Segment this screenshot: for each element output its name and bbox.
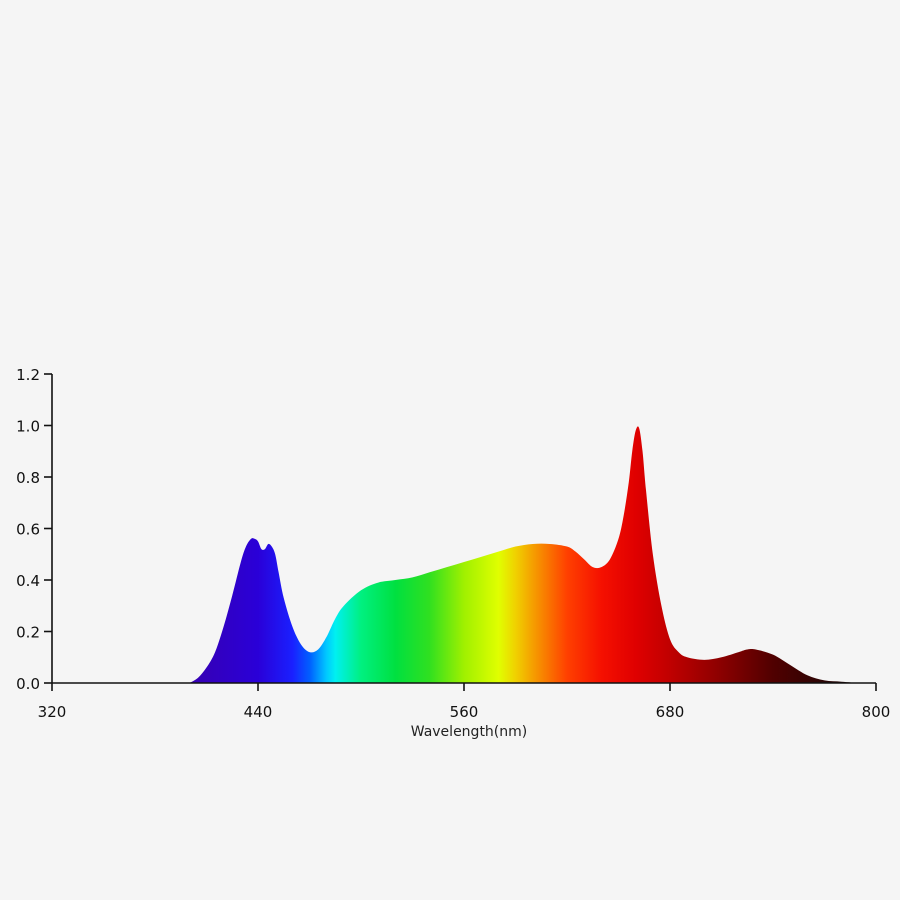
x-tick-label: 440 [244,703,273,721]
y-tick-label: 0.0 [16,675,40,693]
x-ticks: 320 440 560 680 800 [38,683,891,721]
y-tick-label: 0.2 [16,624,40,642]
x-tick-label: 800 [862,703,891,721]
x-axis-title: Wavelength(nm) [411,724,527,740]
y-tick-label: 1.0 [16,418,40,436]
y-tick-label: 1.2 [16,366,40,384]
x-tick-label: 680 [656,703,685,721]
y-tick-label: 0.8 [16,469,40,487]
spectrum-area [189,426,859,683]
x-tick-label: 560 [450,703,479,721]
y-tick-label: 0.4 [16,572,40,590]
y-ticks: 0.0 0.2 0.4 0.6 0.8 1.0 1.2 [16,366,52,693]
y-tick-label: 0.6 [16,521,40,539]
x-tick-label: 320 [38,703,67,721]
